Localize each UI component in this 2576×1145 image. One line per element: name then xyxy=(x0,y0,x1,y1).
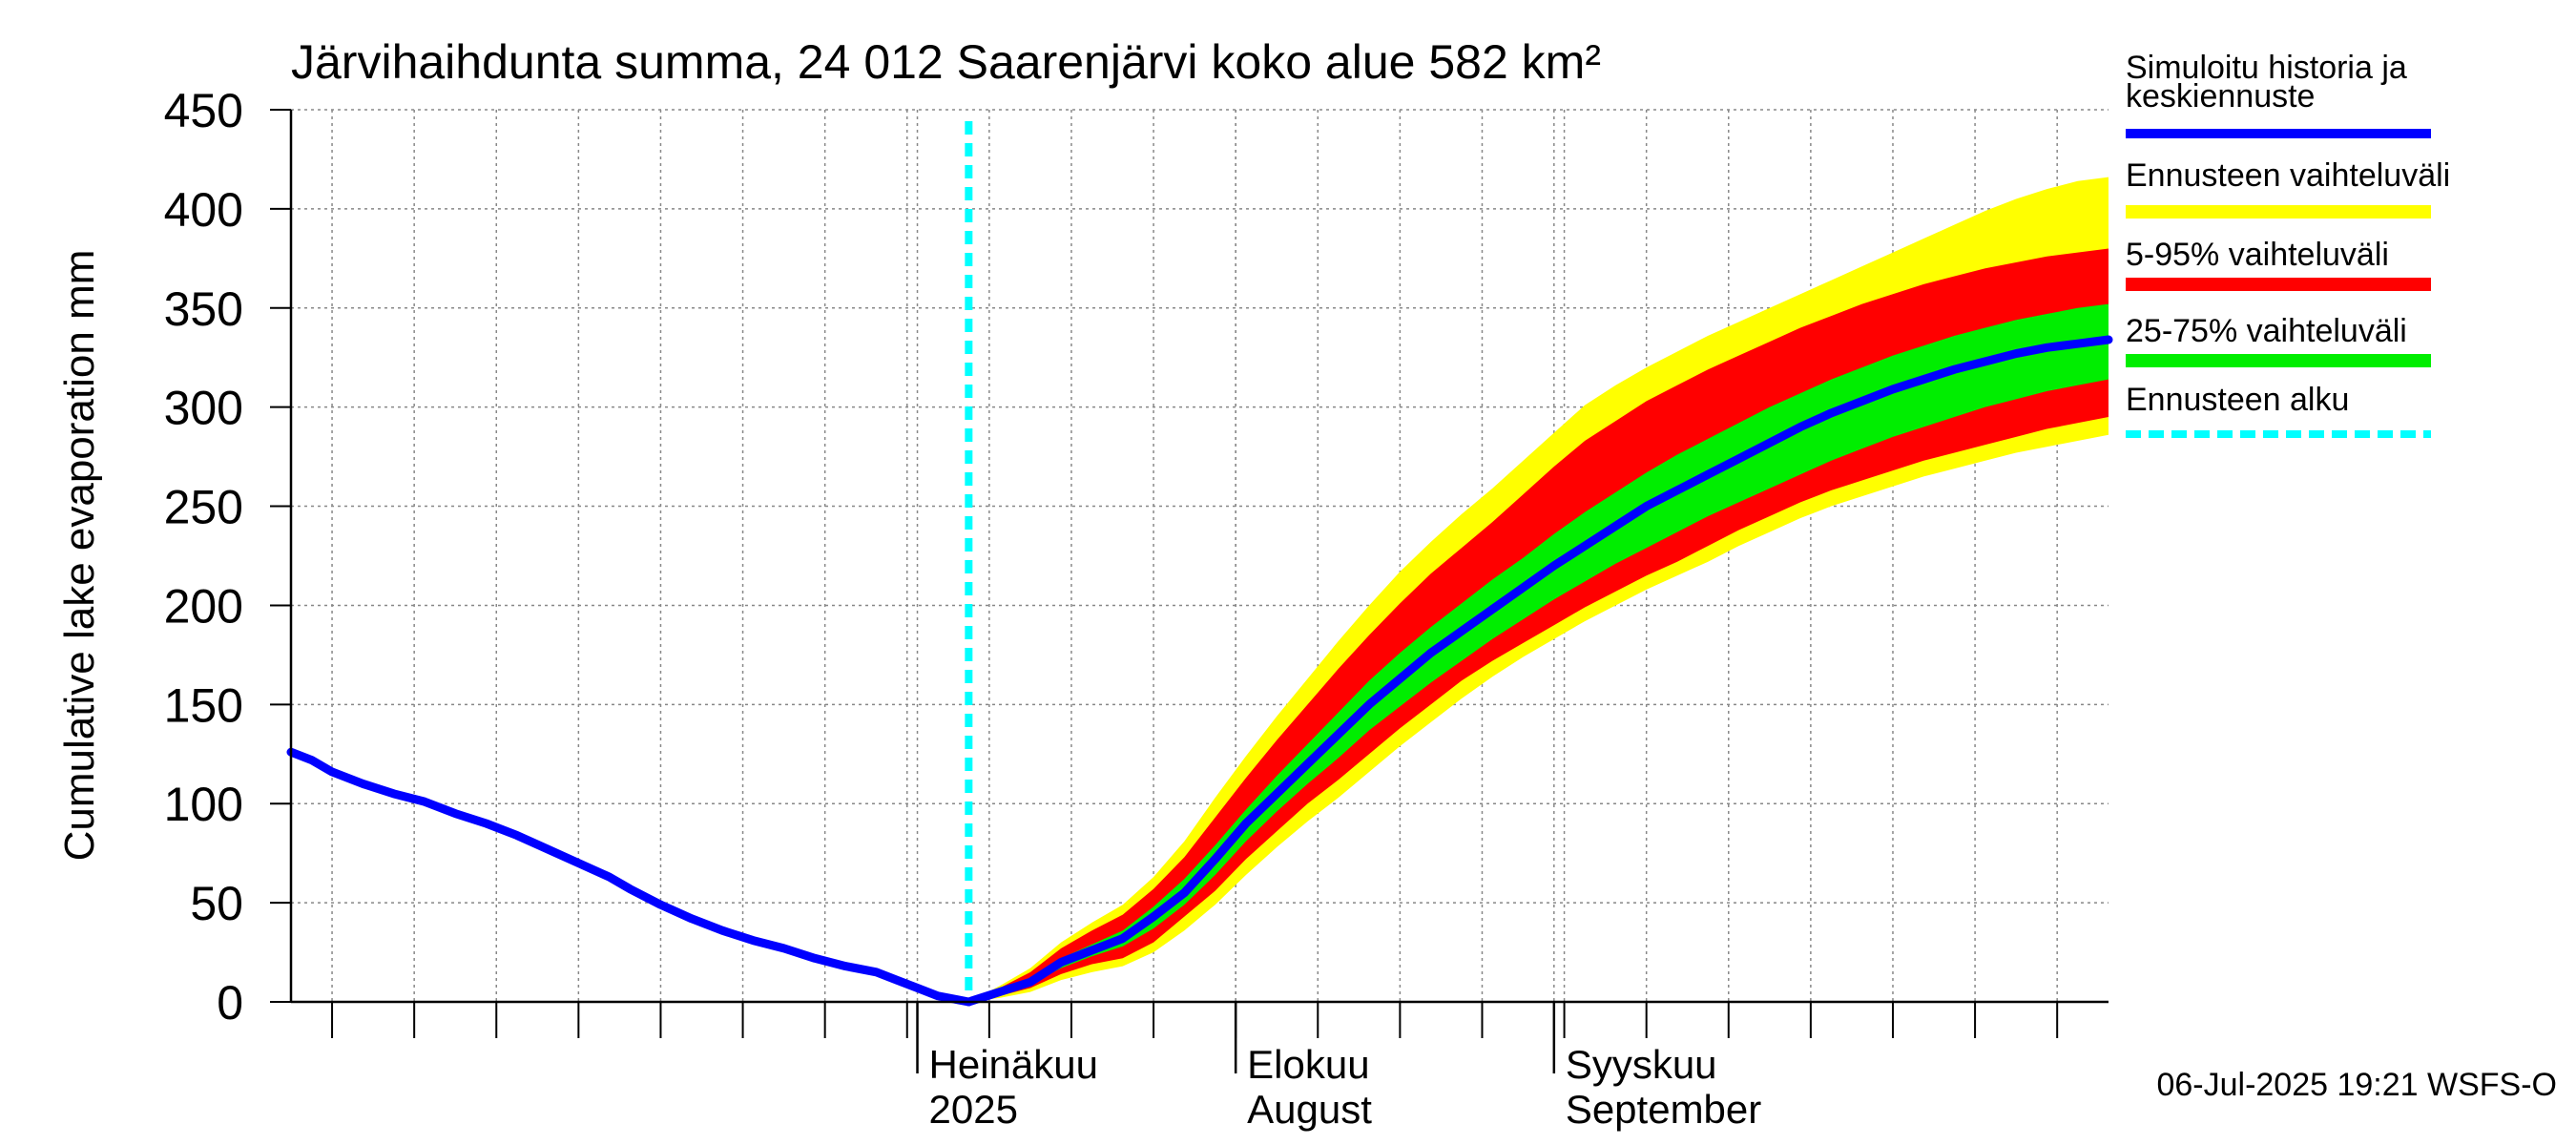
month-sublabel: 2025 xyxy=(929,1087,1018,1132)
y-tick-label: 450 xyxy=(164,84,243,137)
month-sublabel: August xyxy=(1247,1087,1372,1132)
legend-label: Simuloitu historia ja keskiennuste xyxy=(2126,50,2407,114)
legend-label: 5-95% vaihteluväli xyxy=(2126,237,2389,273)
footer-timestamp: 06-Jul-2025 19:21 WSFS-O xyxy=(2156,1067,2557,1103)
y-tick-label: 250 xyxy=(164,481,243,534)
forecast-bands xyxy=(968,177,2109,1003)
history-line xyxy=(286,747,973,1007)
y-tick-label: 350 xyxy=(164,282,243,336)
y-tick-label: 0 xyxy=(217,976,243,1030)
legend-label: Ennusteen alku xyxy=(2126,382,2349,418)
y-tick-label: 150 xyxy=(164,678,243,732)
month-sublabel: September xyxy=(1566,1087,1761,1132)
legend-label: Ennusteen vaihteluväli xyxy=(2126,157,2450,194)
chart-title: Järvihaihdunta summa, 24 012 Saarenjärvi… xyxy=(291,35,1601,89)
y-axis-label: Cumulative lake evaporation mm xyxy=(56,250,103,862)
series-lines xyxy=(286,121,2113,1007)
legend: Simuloitu historia ja keskiennuste Ennuste… xyxy=(2126,50,2450,438)
y-tick-label: 50 xyxy=(190,877,243,930)
y-tick-label: 400 xyxy=(164,183,243,237)
month-label: Elokuu xyxy=(1247,1042,1369,1087)
month-label: Syyskuu xyxy=(1566,1042,1717,1087)
band-25-75 xyxy=(968,303,2109,1003)
y-tick-label: 100 xyxy=(164,778,243,831)
legend-label: 25-75% vaihteluväli xyxy=(2126,313,2407,349)
forecast-mean-line xyxy=(964,335,2113,1007)
y-tick-label: 300 xyxy=(164,382,243,435)
y-tick-label: 200 xyxy=(164,579,243,633)
month-label: Heinäkuu xyxy=(929,1042,1098,1087)
